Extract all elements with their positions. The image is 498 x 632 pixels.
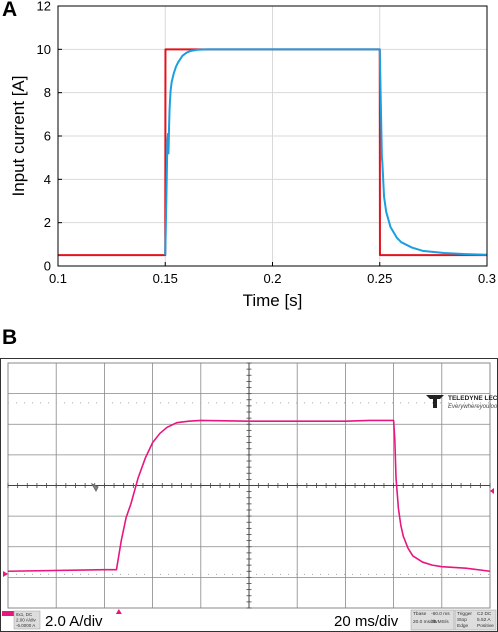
panel-b-letter: B: [2, 326, 18, 349]
logo-mark-icon: [426, 395, 444, 408]
logo-tagline: Everywhereyoulook: [448, 404, 498, 410]
panel-b-oscilloscope: TELEDYNE LECROYEverywhereyoulook8x1, DC2…: [0, 358, 498, 632]
tbase-box-line: 20.0 ms/div: [413, 619, 438, 625]
trigger-box-line: Edge: [457, 623, 469, 629]
x-axis-label: Time [s]: [243, 291, 303, 310]
channel-box: 8x1, DC2.00 A/div-6.0000 A: [2, 610, 41, 630]
trigger-box-line: Stop: [457, 617, 467, 623]
scope-trace-0: [7, 419, 491, 573]
tbase-box-line: Tbase: [413, 611, 427, 617]
x-tick-label: 0.2: [263, 271, 281, 286]
y-tick-label: 6: [44, 129, 51, 144]
trigger-box-line: C2 DC: [477, 611, 492, 617]
channel-box-line: 2.00 A/div: [16, 618, 37, 623]
tbase-box-line: 25 MS/s: [431, 619, 449, 625]
y-tick-label: 2: [44, 215, 51, 230]
trigger-box-bg: [454, 609, 497, 631]
tbase-box-line: -60.0 ms: [431, 611, 450, 617]
tbase-box-bg: [410, 609, 455, 631]
channel-color-tag: [2, 611, 14, 616]
x-tick-label: 0.25: [367, 271, 392, 286]
y-tick-label: 4: [44, 172, 51, 187]
y-axis-label: Input current [A]: [9, 76, 28, 197]
channel-box-line: -6.0000 A: [16, 623, 35, 628]
y-tick-label: 12: [37, 0, 51, 14]
x-tick-label: 0.1: [49, 271, 67, 286]
y-tick-label: 0: [44, 259, 51, 274]
channel-box-line: 8x1, DC: [16, 612, 33, 617]
x-tick-label: 0.3: [478, 271, 496, 286]
logo-brand: TELEDYNE LECROY: [448, 395, 498, 402]
trigger-time-marker: [115, 609, 122, 614]
right-offset-marker: [490, 488, 494, 494]
trigger-box: Trigger C2 DC Stop 5.52 A Edge Positive: [454, 609, 497, 631]
trigger-box-line: 5.52 A: [477, 617, 491, 623]
trigger-box-line: Trigger: [457, 611, 472, 617]
trigger-box-line: Positive: [477, 623, 494, 629]
y-tick-label: 8: [44, 85, 51, 100]
series-line-1: [164, 48, 488, 256]
teledyne-logo: TELEDYNE LECROY Everywhereyoulook: [426, 395, 498, 410]
time-scale-label: 20 ms/div: [334, 613, 399, 630]
vertical-scale-label: 2.0 A/div: [45, 613, 103, 630]
channel-box-bg: [13, 610, 41, 630]
trigger-level-marker: [90, 482, 99, 493]
panel-a-letter: A: [2, 0, 18, 21]
y-tick-label: 10: [37, 42, 51, 57]
panel-a-chart: 0.1 0.15 0.2 0.25 0.3 0 2 4 6 8 10 12 Time [s] Input …: [9, 0, 496, 310]
channel-ground-marker: [3, 571, 8, 577]
x-tick-label: 0.15: [153, 271, 178, 286]
